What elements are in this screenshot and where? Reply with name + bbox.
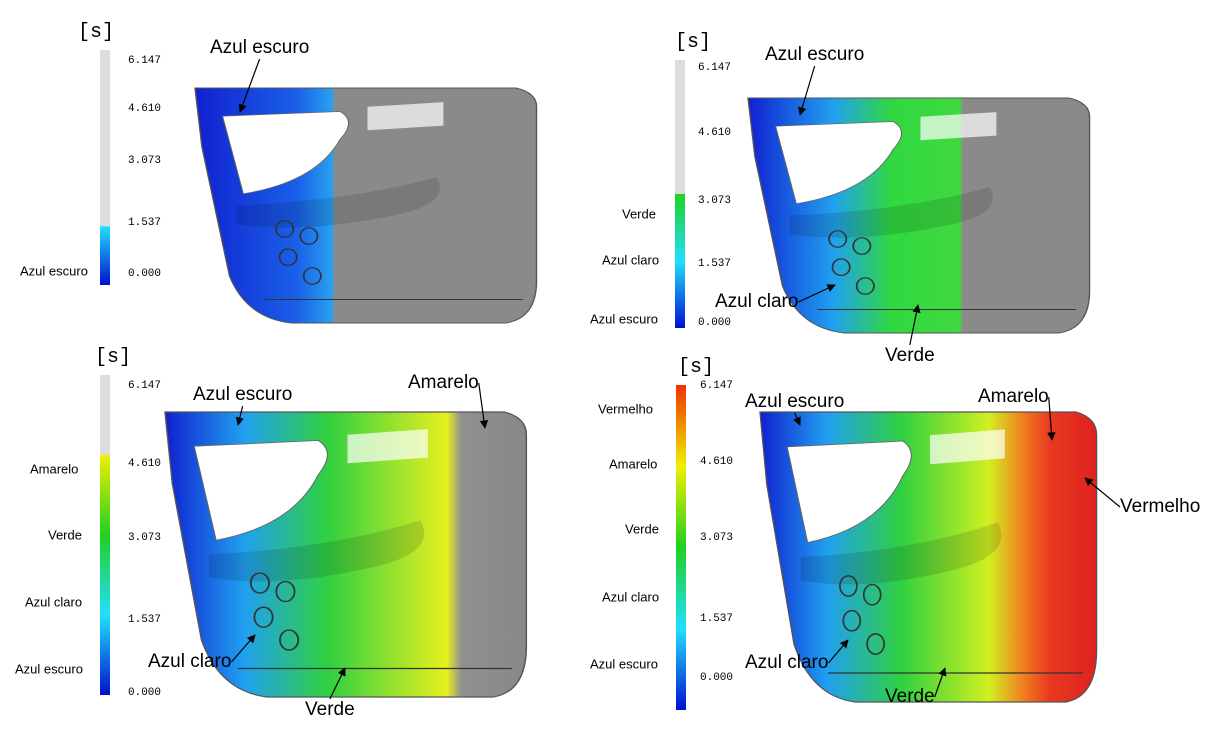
handle-recess (348, 429, 428, 463)
annotation: Verde (885, 345, 935, 366)
handle-recess (921, 112, 997, 140)
panel: [s] 6.147 4.610 3.073 1.537 0.000 Amarelo Verde… (15, 330, 545, 720)
legend-label: Vermelho (598, 401, 653, 416)
door-panel (195, 88, 537, 323)
annotation: Azul claro (148, 651, 231, 672)
scale-tick: 6.147 (700, 380, 733, 392)
legend-label: Azul escuro (15, 661, 83, 676)
legend-label: Azul claro (602, 252, 659, 267)
unit-label: [s] (678, 356, 714, 379)
scale-tick: 3.073 (128, 532, 161, 544)
annotation: Azul escuro (210, 37, 309, 58)
legend-label: Azul escuro (590, 311, 658, 326)
handle-recess (930, 429, 1005, 464)
scale-tick: 0.000 (698, 317, 731, 329)
annotation: Azul escuro (765, 44, 864, 65)
colorbar-filled (100, 455, 110, 695)
scale-tick: 3.073 (128, 155, 161, 167)
colorbar-empty (100, 50, 110, 226)
annotation: Azul escuro (193, 384, 292, 405)
scale-tick: 0.000 (128, 687, 161, 699)
scale-tick: 0.000 (700, 672, 733, 684)
unit-label: [s] (78, 21, 114, 44)
legend-label: Azul claro (602, 589, 659, 604)
annotation: Azul escuro (745, 391, 844, 412)
legend-label: Azul claro (25, 594, 82, 609)
scale-tick: 1.537 (128, 217, 161, 229)
scale-tick: 4.610 (698, 127, 731, 139)
scale-tick: 3.073 (698, 195, 731, 207)
scale-tick: 1.537 (128, 614, 161, 626)
handle-recess (368, 102, 444, 130)
annotation: Azul claro (715, 291, 798, 312)
legend-label: Verde (48, 527, 82, 542)
scale-tick: 3.073 (700, 532, 733, 544)
unit-label: [s] (95, 346, 131, 369)
scale-tick: 1.537 (698, 258, 731, 270)
scale-tick: 6.147 (128, 55, 161, 67)
legend-label: Amarelo (609, 456, 657, 471)
legend-label: Azul escuro (20, 263, 88, 278)
legend-label: Amarelo (30, 461, 78, 476)
unit-label: [s] (675, 31, 711, 54)
scale-tick: 0.000 (128, 268, 161, 280)
door-panel (748, 98, 1090, 333)
colorbar-filled (676, 385, 686, 710)
scale-backdrop (651, 340, 731, 720)
scale-tick: 4.610 (128, 458, 161, 470)
annotation: Vermelho (1120, 496, 1200, 517)
colorbar-filled (100, 226, 110, 285)
scale-tick: 1.537 (700, 613, 733, 625)
annotation: Amarelo (408, 372, 479, 393)
scale-tick: 4.610 (128, 103, 161, 115)
legend-label: Verde (622, 206, 656, 221)
annotation: Azul claro (745, 652, 828, 673)
colorbar-filled (675, 194, 685, 328)
scale-tick: 6.147 (128, 380, 161, 392)
scale-tick: 6.147 (698, 62, 731, 74)
panel: [s]6.147 4.610 3.073 1.537 0.000 Vermelho Amar… (590, 340, 1200, 720)
annotation: Verde (885, 686, 935, 707)
colorbar-empty (100, 375, 110, 455)
scale-tick: 4.610 (700, 456, 733, 468)
legend-label: Verde (625, 521, 659, 536)
scale-backdrop (75, 5, 155, 295)
annotation: Verde (305, 699, 355, 720)
legend-label: Azul escuro (590, 656, 658, 671)
colorbar-empty (675, 60, 685, 194)
annotation: Amarelo (978, 386, 1049, 407)
figure: [s]6.1474.6103.0731.5370.000Azul escuroA… (0, 0, 1228, 731)
